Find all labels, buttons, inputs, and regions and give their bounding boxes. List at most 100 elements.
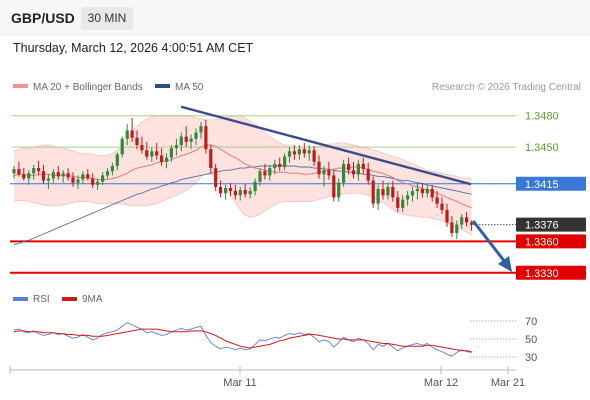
candle-body (470, 222, 474, 225)
candle-body (219, 186, 223, 194)
candle-body (17, 169, 21, 175)
timeframe-button[interactable]: 30 MIN (81, 7, 133, 30)
candle-body (297, 149, 301, 155)
candle-body (273, 163, 277, 169)
candle-body (130, 130, 134, 138)
candle-body (135, 137, 139, 145)
price-label-1.3450: 1.3450 (525, 142, 559, 154)
rsi-axis-label: 70 (525, 316, 537, 328)
level-lines (10, 115, 516, 274)
candle-body (145, 150, 149, 157)
candle-body (243, 190, 247, 195)
candle-body (224, 188, 228, 194)
candle-body (41, 171, 46, 181)
top-bar: GBP/USD 30 MIN (0, 0, 590, 36)
candle-body (179, 136, 183, 145)
bollinger-upper-line (13, 115, 472, 179)
candle-body (209, 149, 213, 168)
candle-body (150, 151, 154, 157)
price-label-1.3360: 1.3360 (525, 236, 559, 248)
candle-body (140, 145, 144, 151)
rsi-ma-legend-swatch (62, 297, 77, 301)
candle-body (450, 222, 454, 233)
rsi-line (13, 322, 472, 357)
candle-body (253, 181, 257, 192)
candle-body (120, 138, 124, 155)
candle-body (445, 209, 449, 223)
x-axis-label: Mar 21 (491, 377, 525, 389)
price-tags: 1.3480 1.3450 1.3415 1.3376 1.3360 1.3330 (516, 111, 586, 280)
price-label-1.3330: 1.3330 (525, 268, 559, 280)
candle-body (32, 168, 36, 174)
attribution-label: Research © 2026 Trading Central (432, 82, 581, 93)
price-tag-pivot (516, 176, 586, 191)
ma20-legend-label: MA 20 + Bollinger Bands (33, 82, 143, 93)
candle-body (125, 130, 129, 139)
candle-body (376, 189, 380, 204)
candle-body (386, 186, 390, 196)
candle-body (430, 189, 434, 198)
candle-body (396, 197, 400, 208)
candle-body (51, 172, 55, 179)
candle-body (381, 189, 385, 196)
candle-body (327, 170, 331, 176)
x-axis-label: Mar 11 (223, 377, 256, 389)
candle-body (91, 178, 95, 185)
candle-body (61, 173, 65, 177)
candles (12, 117, 474, 240)
candle-body (105, 171, 110, 176)
rsi-ma-line (13, 328, 472, 353)
candle-body (228, 188, 233, 192)
candle-body (401, 199, 405, 208)
ma20-legend-swatch (13, 84, 28, 88)
candle-body (312, 150, 316, 162)
candle-body (37, 168, 41, 172)
ma20-line (13, 144, 472, 209)
bollinger-band-fill (14, 115, 472, 236)
candle-body (22, 174, 26, 179)
legend: MA 20 + Bollinger Bands MA 50 Research ©… (13, 82, 581, 93)
candle-body (160, 155, 164, 162)
candle-body (366, 169, 370, 181)
candle-body (425, 189, 429, 194)
candle-body (342, 163, 346, 183)
rsi-panel: 70 50 30 (13, 316, 537, 364)
candle-body (410, 191, 415, 196)
candle-body (356, 163, 360, 175)
symbol-label: GBP/USD (11, 10, 75, 26)
candle-body (174, 145, 178, 149)
candle-body (371, 180, 375, 204)
candle-body (361, 163, 365, 170)
candle-body (189, 138, 193, 142)
rsi-ma-legend-label: 9MA (82, 294, 103, 305)
rsi-legend-label: RSI (33, 294, 50, 305)
candle-body (440, 203, 444, 210)
candle-body (76, 179, 80, 183)
price-label-1.3480: 1.3480 (525, 111, 559, 123)
ma50-legend-swatch (155, 84, 170, 88)
x-axis-label: Mar 12 (424, 377, 458, 389)
candle-body (248, 191, 252, 195)
candle-body (435, 197, 439, 204)
candle-body (86, 174, 90, 179)
candle-body (214, 168, 218, 187)
candle-body (317, 161, 321, 175)
candle-body (287, 151, 292, 157)
candle-body (465, 217, 469, 223)
candle-body (332, 175, 336, 198)
candle-body (71, 177, 75, 183)
candle-body (115, 154, 119, 166)
candle-body (155, 151, 159, 156)
annotations (180, 105, 516, 272)
candle-body (96, 181, 100, 185)
candle-body (56, 172, 60, 177)
projection-arrow-shaft (472, 220, 507, 264)
candle-body (302, 149, 306, 154)
candle-body (101, 175, 105, 182)
candle-body (455, 224, 459, 233)
candle-body (184, 136, 188, 142)
candle-body (351, 170, 356, 175)
candle-body (292, 151, 296, 155)
candle-body (46, 178, 50, 181)
rsi-legend-swatch (13, 297, 28, 301)
